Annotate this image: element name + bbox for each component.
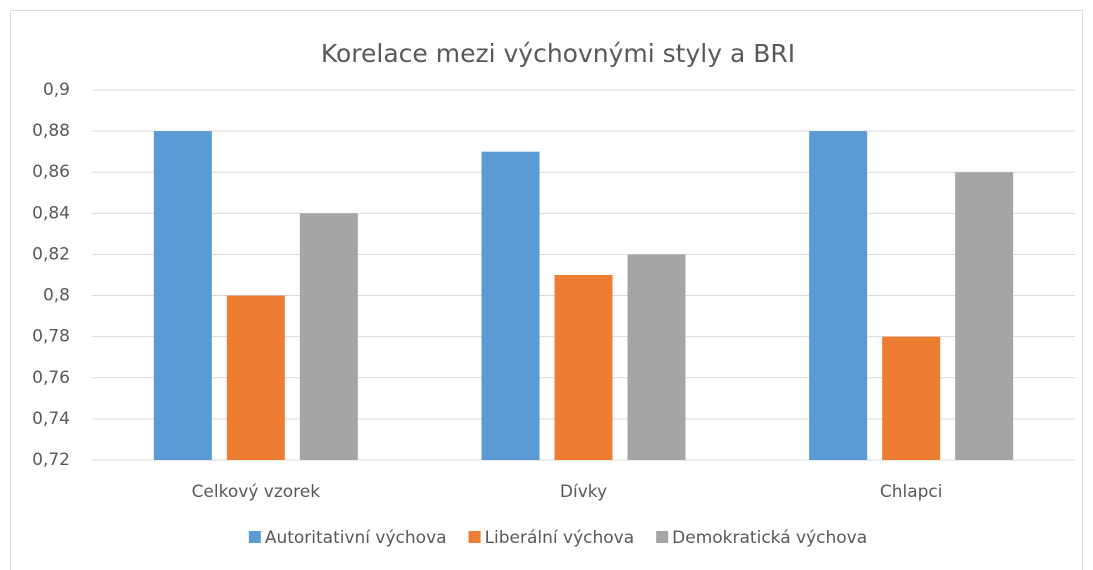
bar: [882, 336, 941, 460]
x-tick-label: Dívky: [560, 482, 607, 502]
y-tick-label: 0,76: [32, 368, 70, 388]
bar: [554, 275, 613, 460]
y-tick-label: 0,88: [32, 121, 70, 141]
x-tick-label: Celkový vzorek: [192, 482, 321, 502]
legend-label: Liberální výchova: [485, 528, 635, 548]
y-tick-label: 0,72: [32, 450, 70, 470]
bar: [299, 213, 358, 460]
y-tick-label: 0,86: [32, 162, 70, 182]
bar: [809, 131, 868, 460]
y-tick-label: 0,82: [32, 244, 70, 264]
legend-swatch: [468, 531, 481, 543]
legend-label: Demokratická výchova: [672, 528, 867, 548]
bar: [226, 295, 285, 460]
bar: [955, 172, 1014, 460]
legend-label: Autoritativní výchova: [265, 528, 447, 548]
bar: [627, 254, 686, 460]
y-tick-label: 0,78: [32, 327, 70, 347]
y-tick-label: 0,8: [43, 286, 70, 306]
legend-swatch: [248, 531, 261, 543]
bar: [153, 131, 212, 460]
y-tick-label: 0,84: [32, 203, 70, 223]
y-tick-label: 0,9: [43, 80, 70, 100]
x-tick-label: Chlapci: [880, 482, 943, 502]
bar: [481, 151, 540, 460]
legend-swatch: [656, 531, 669, 543]
chart-title: Korelace mezi výchovnými styly a BRI: [321, 39, 795, 68]
y-tick-label: 0,74: [32, 409, 70, 429]
